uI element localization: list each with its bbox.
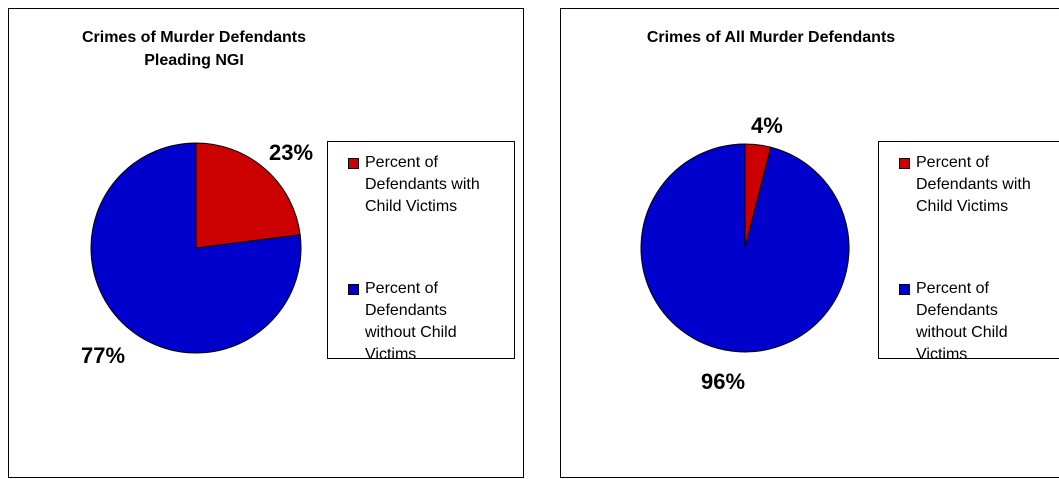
chart-panel-all: Crimes of All Murder Defendants 4% 96% P… (560, 8, 1059, 478)
chart-title: Crimes of Murder Defendants Pleading NGI (9, 26, 379, 72)
legend-swatch-red (899, 158, 910, 169)
chart-panel-ngi: Crimes of Murder Defendants Pleading NGI… (8, 8, 524, 478)
chart-title-line-1: Crimes of All Murder Defendants (646, 29, 896, 46)
legend-label-line: without Child (365, 324, 457, 341)
legend-label-line: Victims (365, 346, 417, 363)
legend: Percent of Defendants with Child Victims… (327, 141, 518, 363)
pie-slice-without-child-victims (640, 143, 850, 353)
legend-label-line: Defendants with (916, 176, 1031, 193)
data-label-child-victims: 4% (751, 113, 783, 138)
legend-item-without-child-victims: Percent of Defendants without Child Vict… (899, 278, 1059, 366)
legend-label-line: Child Victims (916, 198, 1009, 215)
data-label-without-child-victims: 77% (81, 343, 126, 368)
chart-title-line-1: Crimes of Murder Defendants (81, 29, 307, 46)
legend-item-child-victims: Percent of Defendants with Child Victims (348, 152, 518, 218)
legend-label-line: Percent of (916, 280, 989, 297)
legend-label-line: Child Victims (365, 198, 458, 215)
legend-item-without-child-victims: Percent of Defendants without Child Vict… (348, 278, 518, 366)
legend: Percent of Defendants with Child Victims… (878, 141, 1059, 363)
legend-label-line: Victims (916, 346, 968, 363)
pie-slice-child-victims (195, 142, 301, 249)
pie-slice-without-child-victims (90, 142, 302, 354)
legend-label-line: Percent of (365, 154, 438, 171)
legend-item-child-victims: Percent of Defendants with Child Victims (899, 152, 1059, 218)
legend-label-line: Percent of (365, 280, 438, 297)
legend-label-line: Defendants (916, 302, 998, 319)
legend-label-line: Defendants with (365, 176, 480, 193)
pie-chart-ngi (90, 142, 302, 354)
pie-chart-all (640, 143, 850, 353)
legend-label-line: without Child (916, 324, 1008, 341)
legend-swatch-red (348, 158, 359, 169)
chart-title-line-2: Pleading NGI (144, 52, 244, 69)
data-label-child-victims: 23% (269, 140, 314, 165)
legend-label-line: Defendants (365, 302, 447, 319)
legend-label-line: Percent of (916, 154, 989, 171)
chart-title: Crimes of All Murder Defendants (561, 26, 981, 49)
legend-swatch-blue (348, 284, 359, 295)
legend-swatch-blue (899, 284, 910, 295)
data-label-without-child-victims: 96% (701, 369, 746, 394)
